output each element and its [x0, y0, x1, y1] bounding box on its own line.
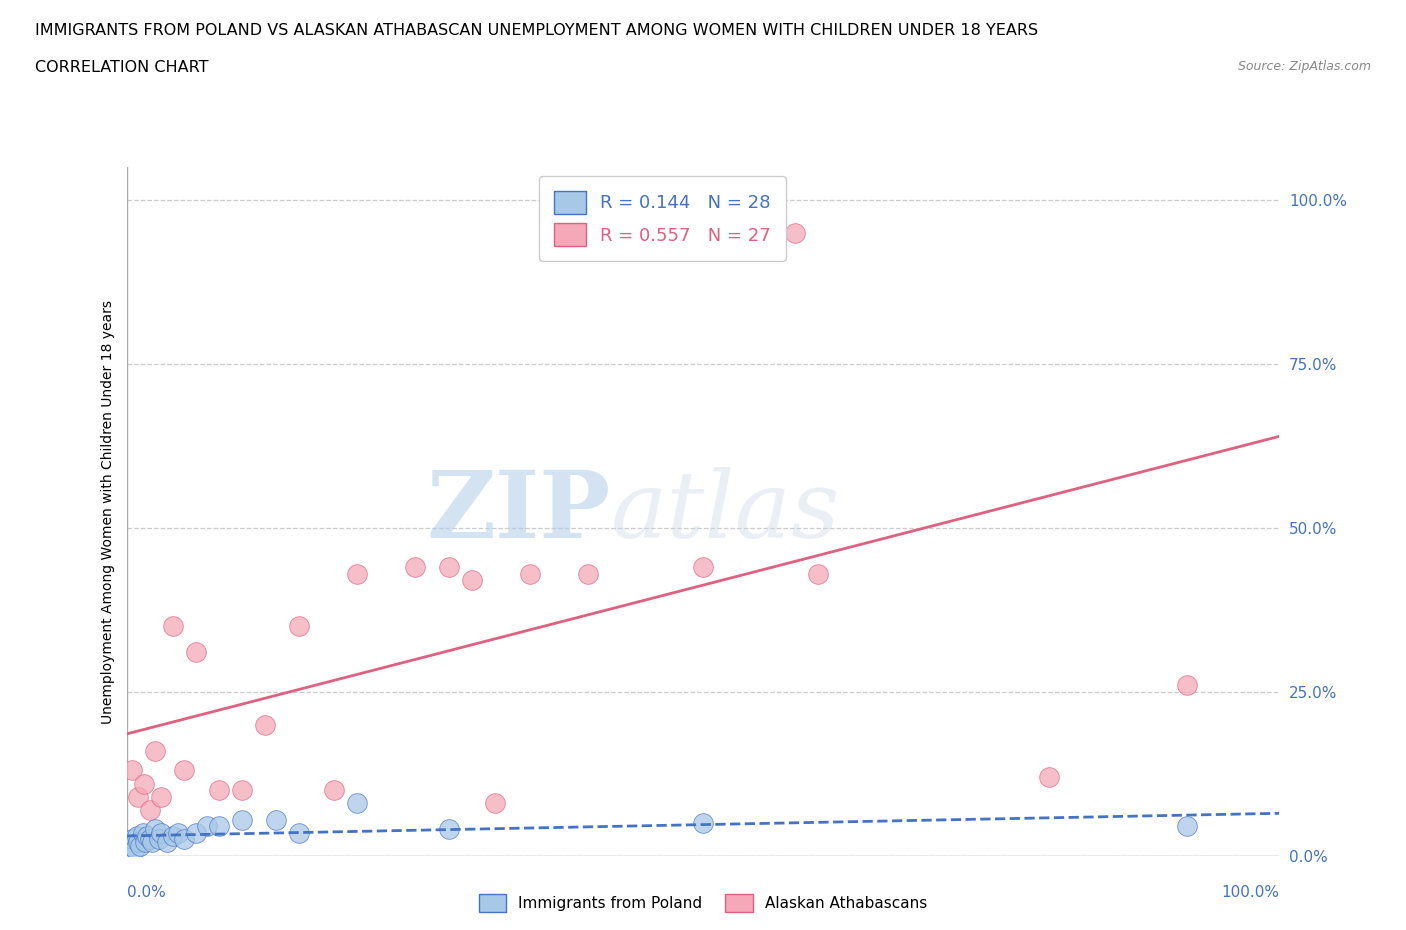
Text: Source: ZipAtlas.com: Source: ZipAtlas.com: [1237, 60, 1371, 73]
Point: [156, 835, 179, 850]
Point: [148, 831, 170, 846]
Point: [439, 560, 461, 575]
Point: [132, 776, 155, 790]
Point: [127, 835, 149, 850]
Point: [208, 783, 231, 798]
Point: [461, 573, 484, 588]
Point: [439, 822, 461, 837]
Text: IMMIGRANTS FROM POLAND VS ALASKAN ATHABASCAN UNEMPLOYMENT AMONG WOMEN WITH CHILD: IMMIGRANTS FROM POLAND VS ALASKAN ATHABA…: [35, 23, 1038, 38]
Point: [124, 842, 146, 857]
Point: [167, 825, 190, 840]
Point: [1175, 678, 1198, 693]
Point: [288, 618, 311, 633]
Point: [231, 812, 253, 827]
Point: [141, 835, 163, 850]
Point: [145, 822, 166, 837]
Point: [121, 763, 143, 777]
Point: [138, 803, 160, 817]
Point: [323, 783, 346, 798]
Point: [807, 566, 830, 581]
Point: [1038, 769, 1060, 784]
Point: [129, 838, 152, 853]
Point: [208, 818, 231, 833]
Point: [162, 829, 184, 844]
Point: [118, 838, 141, 853]
Y-axis label: Unemployment Among Women with Children Under 18 years: Unemployment Among Women with Children U…: [101, 299, 115, 724]
Point: [184, 825, 207, 840]
Text: CORRELATION CHART: CORRELATION CHART: [35, 60, 208, 75]
Point: [173, 831, 195, 846]
Text: atlas: atlas: [610, 467, 841, 556]
Text: ZIP: ZIP: [426, 467, 610, 556]
Point: [346, 796, 368, 811]
Point: [121, 831, 143, 846]
Point: [484, 796, 506, 811]
Point: [288, 825, 311, 840]
Legend: Immigrants from Poland, Alaskan Athabascans: Immigrants from Poland, Alaskan Athabasc…: [472, 888, 934, 918]
Point: [131, 825, 153, 840]
Point: [266, 812, 288, 827]
Point: [150, 790, 173, 804]
Point: [134, 835, 156, 850]
Point: [253, 717, 276, 732]
Point: [136, 829, 159, 844]
Legend: R = 0.144   N = 28, R = 0.557   N = 27: R = 0.144 N = 28, R = 0.557 N = 27: [538, 177, 786, 260]
Point: [138, 831, 160, 846]
Point: [346, 566, 368, 581]
Point: [404, 560, 426, 575]
Point: [785, 225, 807, 240]
Point: [195, 818, 218, 833]
Text: 100.0%: 100.0%: [1222, 885, 1279, 900]
Point: [749, 193, 772, 207]
Point: [1175, 818, 1198, 833]
Point: [162, 618, 184, 633]
Point: [125, 829, 148, 844]
Point: [145, 743, 166, 758]
Text: 0.0%: 0.0%: [127, 885, 166, 900]
Point: [127, 790, 149, 804]
Point: [184, 645, 207, 660]
Point: [173, 763, 195, 777]
Point: [231, 783, 253, 798]
Point: [692, 816, 714, 830]
Point: [692, 560, 714, 575]
Point: [519, 566, 541, 581]
Point: [576, 566, 599, 581]
Point: [150, 825, 173, 840]
